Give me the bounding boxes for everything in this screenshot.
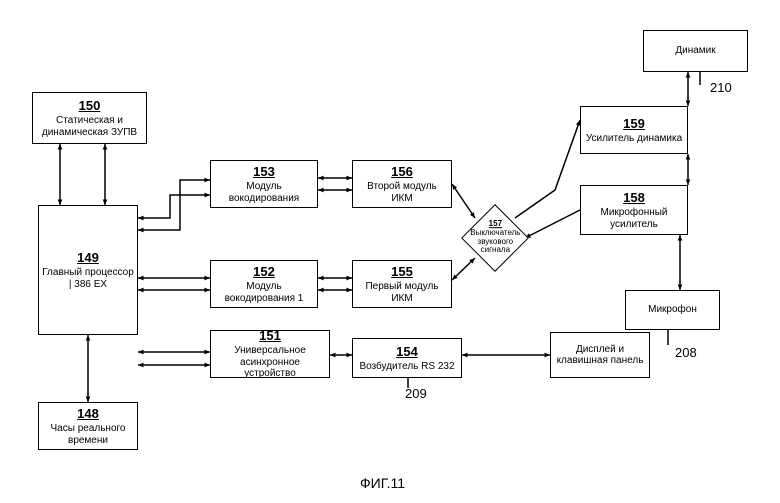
node-152-num: 152 (253, 264, 275, 279)
node-157: 157 Выключатель звукового сигнала (461, 204, 529, 272)
node-150-num: 150 (79, 98, 101, 113)
node-mic-label: Микрофон (648, 304, 697, 316)
node-151-label: Универсальное асинхронное устройство (214, 345, 326, 380)
node-156: 156 Второй модуль ИКМ (352, 160, 452, 208)
node-158: 158 Микрофонный усилитель (580, 185, 688, 235)
node-153-num: 153 (253, 164, 275, 179)
node-158-num: 158 (623, 190, 645, 205)
node-153-label: Модуль вокодирования (214, 181, 314, 204)
node-159-label: Усилитель динамика (586, 133, 682, 145)
node-150-label: Статическая и динамическая ЗУПВ (36, 115, 143, 138)
node-157-label: Выключатель звукового сигнала (470, 229, 520, 255)
node-148: 148 Часы реального времени (38, 402, 138, 450)
node-150: 150 Статическая и динамическая ЗУПВ (32, 92, 147, 144)
node-152: 152 Модуль вокодирования 1 (210, 260, 318, 308)
node-155-label: Первый модуль ИКМ (356, 281, 448, 304)
node-156-num: 156 (391, 164, 413, 179)
node-158-label: Микрофонный усилитель (584, 207, 684, 230)
node-149: 149 Главный процессор | 386 EX (38, 205, 138, 335)
ref-210: 210 (710, 80, 732, 95)
node-159-num: 159 (623, 116, 645, 131)
node-153: 153 Модуль вокодирования (210, 160, 318, 208)
node-149-label: Главный процессор | 386 EX (42, 267, 134, 290)
node-154-num: 154 (396, 344, 418, 359)
node-152-label: Модуль вокодирования 1 (214, 281, 314, 304)
node-155: 155 Первый модуль ИКМ (352, 260, 452, 308)
node-speaker-label: Динамик (675, 45, 715, 57)
node-149-num: 149 (77, 250, 99, 265)
node-154-label: Возбудитель RS 232 (359, 361, 454, 373)
ref-209: 209 (405, 386, 427, 401)
node-156-label: Второй модуль ИКМ (356, 181, 448, 204)
node-display: Дисплей и клавишная панель (550, 332, 650, 378)
node-148-num: 148 (77, 406, 99, 421)
node-mic: Микрофон (625, 290, 720, 330)
node-148-label: Часы реального времени (42, 423, 134, 446)
node-159: 159 Усилитель динамика (580, 106, 688, 154)
node-display-label: Дисплей и клавишная панель (554, 344, 646, 367)
node-154: 154 Возбудитель RS 232 (352, 338, 462, 378)
ref-208: 208 (675, 345, 697, 360)
figure-caption: ФИГ.11 (360, 475, 405, 491)
node-155-num: 155 (391, 264, 413, 279)
node-151: 151 Универсальное асинхронное устройство (210, 330, 330, 378)
node-speaker: Динамик (643, 30, 748, 72)
node-151-num: 151 (259, 328, 281, 343)
